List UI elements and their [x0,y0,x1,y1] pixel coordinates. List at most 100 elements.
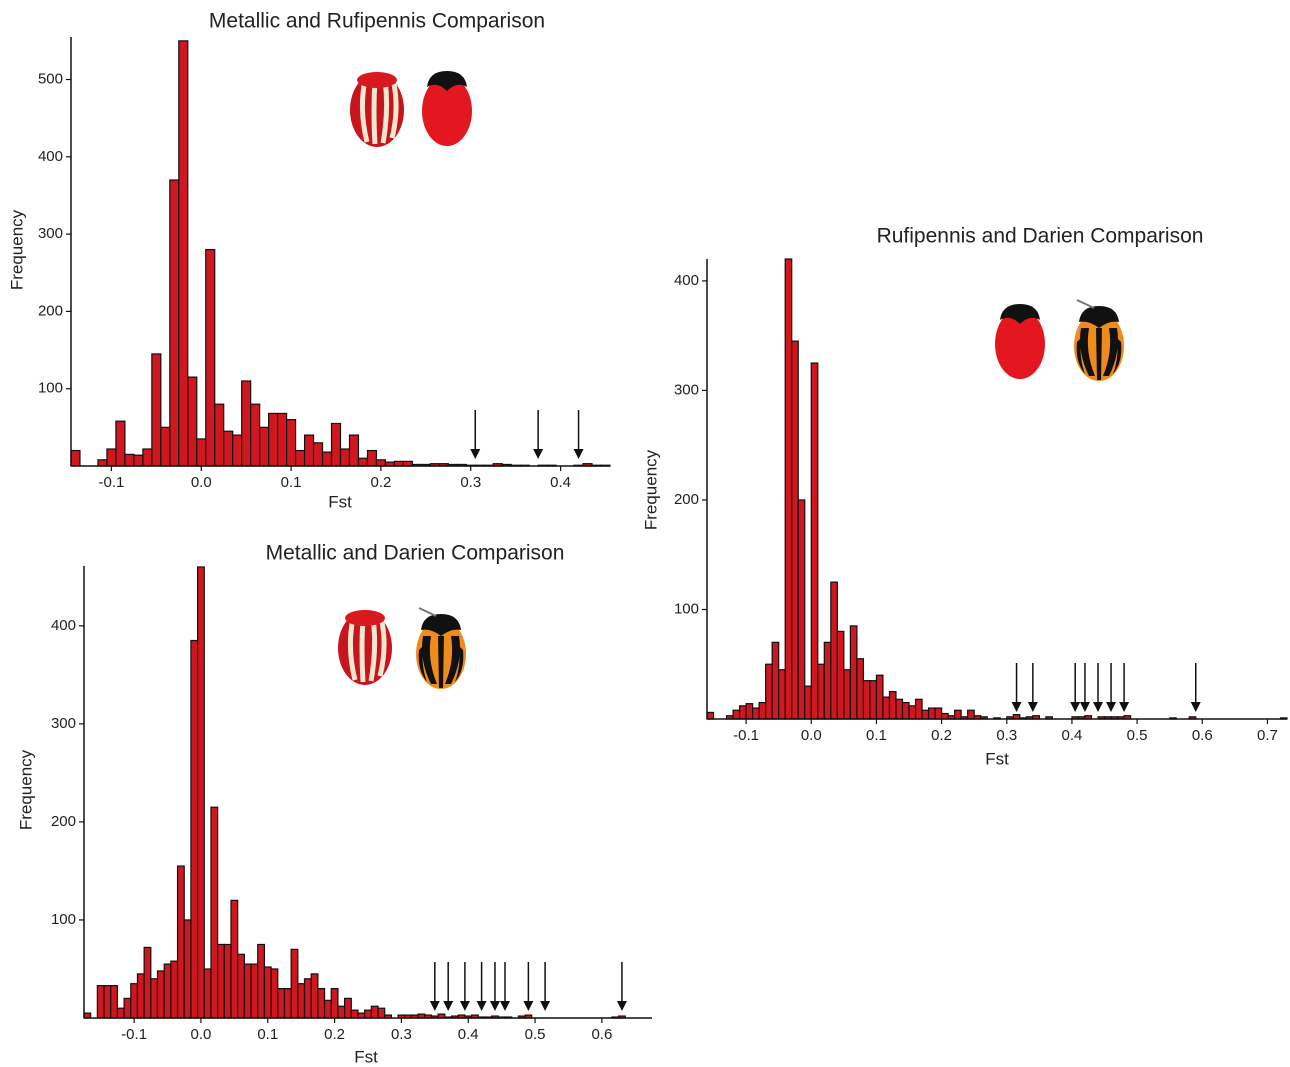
arrow [489,962,500,1011]
arrow-head [540,1001,551,1011]
bar [142,448,153,467]
bar [901,701,910,720]
x-tick-label: 0.6 [1192,727,1213,744]
beetle-icon [338,610,392,685]
bar [294,449,306,467]
bar [151,353,162,467]
bar [160,426,171,467]
bar [771,641,780,720]
arrow-head [533,449,544,459]
arrow-head [1027,702,1038,712]
bar [217,943,225,1019]
arrow [616,962,627,1011]
bar [330,422,342,467]
bar [882,696,891,720]
bar [268,412,279,467]
bar [377,1007,386,1019]
bar [843,669,851,720]
bar [286,419,297,467]
arrow-head [429,1001,440,1011]
y-tick-label: 100 [51,911,76,928]
bar [357,457,369,467]
arrow [1011,663,1022,712]
bar [967,709,975,720]
x-axis-label: Fst [328,492,352,511]
chart-title: Metallic and Darien Comparison [266,542,565,565]
bar [310,973,319,1019]
x-tick-label: 0.5 [1127,727,1148,744]
bar [765,663,773,720]
bar [784,258,793,720]
arrow-head [1070,702,1081,712]
bar [836,630,845,720]
bar [364,1009,372,1019]
arrow [1119,663,1130,712]
arrow [1190,663,1201,712]
bar [290,948,299,1019]
arrow [470,410,481,459]
bar [259,426,270,467]
bar [197,566,205,1019]
x-tick-label: 0.4 [458,1026,479,1043]
beetle-icon [1073,299,1125,382]
x-tick-label: 0.2 [931,727,952,744]
bar [778,669,786,720]
arrow [573,410,584,459]
arrow-head [523,1001,534,1011]
bar [370,1005,379,1019]
x-tick-label: 0.7 [1257,727,1278,744]
bar [150,978,159,1019]
y-tick-label: 100 [38,380,63,397]
bar [277,412,288,467]
bar [196,438,207,467]
arrow [540,962,551,1011]
bar [243,963,252,1019]
x-axis-label: Fst [985,749,1009,768]
arrow-head [1079,702,1090,712]
arrow-head [499,1001,510,1011]
arrow [1106,663,1117,712]
y-tick-label: 400 [674,272,699,289]
arrow [1070,663,1081,712]
bar [339,448,351,467]
bar [941,712,949,720]
x-axis-label: Fst [354,1047,378,1066]
bar [250,403,261,467]
bar [375,459,387,467]
bar [232,434,243,467]
beetle-icon [415,607,467,690]
x-tick-label: 0.4 [550,474,571,491]
plot: Metallic and Darien Comparison Fst Frequen… [16,542,652,1066]
bar [908,705,917,720]
bar [830,581,838,720]
bar [732,709,741,720]
bar [921,709,930,720]
bar [257,943,266,1019]
arrow-head [1119,702,1130,712]
bar [136,973,145,1019]
y-tick-label: 200 [674,491,699,508]
x-tick-label: 0.3 [391,1026,412,1043]
y-axis-label: Frequency [641,449,660,530]
arrow-head [459,1001,470,1011]
bar [130,983,139,1019]
bar [934,707,943,720]
arrow [533,410,544,459]
arrow [523,962,534,1011]
bar [178,40,189,467]
x-tick-label: -0.1 [733,727,759,744]
arrow-head [1011,702,1022,712]
y-tick-label: 300 [38,225,63,242]
bar [804,685,812,720]
x-tick-label: 0.1 [866,727,887,744]
bar [797,499,806,720]
plot: Rufipennis and Darien Comparison Fst Frequ… [641,225,1288,768]
x-tick-label: 0.0 [801,727,822,744]
bar [237,953,245,1019]
x-tick-label: 0.0 [191,474,212,491]
x-tick-label: 0.5 [525,1026,546,1043]
bar [869,680,878,720]
bar [143,946,152,1019]
y-axis-label: Frequency [7,209,26,290]
bar [270,968,279,1019]
